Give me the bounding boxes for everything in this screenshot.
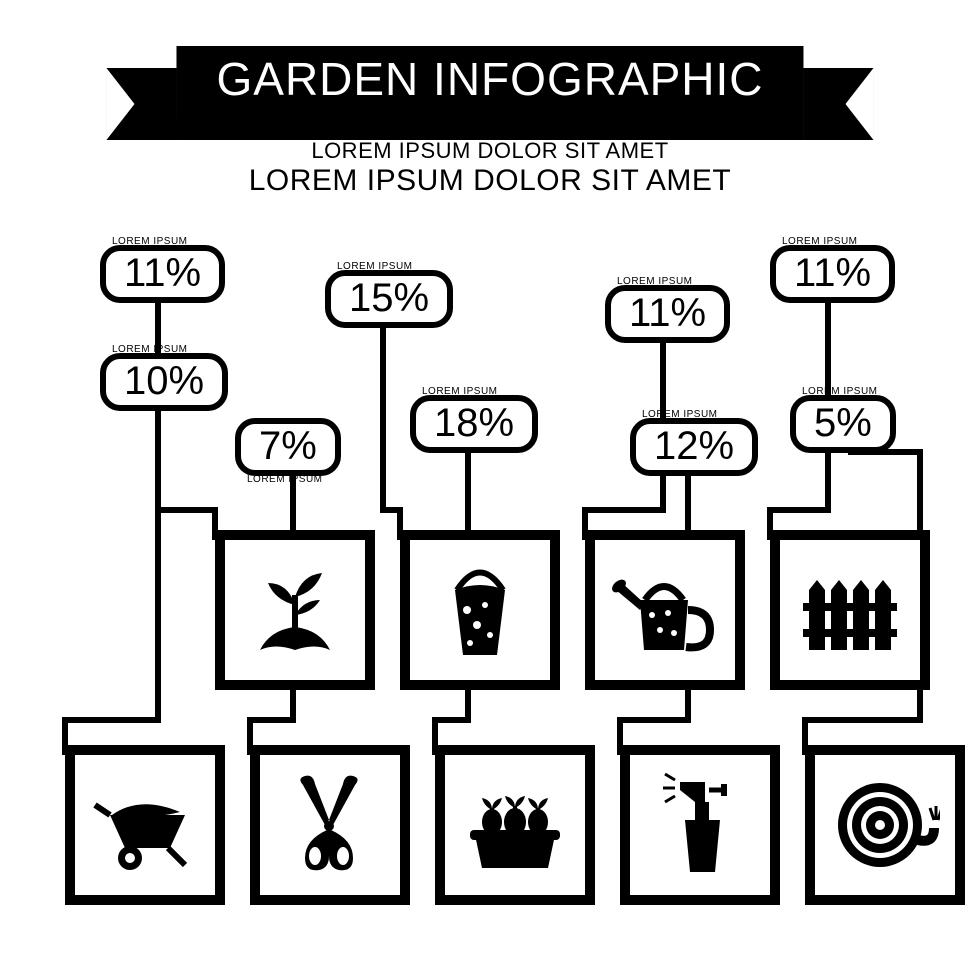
stat-badge-caption: LOREM IPSUM bbox=[782, 236, 858, 247]
stat-badge-value: 12% bbox=[654, 426, 734, 466]
stat-badge-caption: LOREM IPSUM bbox=[247, 474, 323, 485]
stat-badge-b10: LOREM IPSUM10% bbox=[100, 353, 228, 411]
icon-card-shears bbox=[250, 745, 410, 905]
stat-badge-b7: LOREM IPSUM7% bbox=[235, 418, 341, 476]
stat-badge-b11a: LOREM IPSUM11% bbox=[100, 245, 225, 303]
subtitle-line2: LOREM IPSUM DOLOR SIT AMET bbox=[0, 164, 980, 198]
icon-card-wateringcan bbox=[585, 530, 745, 690]
stat-badge-caption: LOREM IPSUM bbox=[422, 386, 498, 397]
stat-badge-value: 11% bbox=[124, 253, 201, 293]
sprayer-icon bbox=[645, 770, 755, 880]
connector-line bbox=[65, 410, 158, 755]
icon-card-wheelbarrow bbox=[65, 745, 225, 905]
stat-badge-caption: LOREM IPSUM bbox=[112, 236, 188, 247]
icon-card-sprayer bbox=[620, 745, 780, 905]
stat-badge-value: 18% bbox=[434, 403, 514, 443]
stat-badge-caption: LOREM IPSUM bbox=[617, 276, 693, 287]
stat-badge-value: 11% bbox=[629, 293, 706, 333]
stat-badge-value: 15% bbox=[349, 278, 429, 318]
plant-icon bbox=[240, 555, 350, 665]
title-ribbon: GARDEN INFOGRAPHIC bbox=[106, 46, 873, 140]
subtitle: LOREM IPSUM DOLOR SIT AMET LOREM IPSUM D… bbox=[0, 138, 980, 198]
icon-card-hose bbox=[805, 745, 965, 905]
stat-badge-b5: LOREM IPSUM5% bbox=[790, 395, 896, 453]
fence-icon bbox=[795, 555, 905, 665]
stat-badge-value: 7% bbox=[259, 426, 317, 466]
icon-card-fence bbox=[770, 530, 930, 690]
stat-badge-caption: LOREM IPSUM bbox=[112, 344, 188, 355]
stat-badge-caption: LOREM IPSUM bbox=[802, 386, 878, 397]
stat-badge-value: 11% bbox=[794, 253, 871, 293]
subtitle-line1: LOREM IPSUM DOLOR SIT AMET bbox=[0, 138, 980, 164]
icon-card-plant bbox=[215, 530, 375, 690]
stat-badge-value: 5% bbox=[814, 403, 872, 443]
wateringcan-icon bbox=[610, 555, 720, 665]
hose-icon bbox=[830, 770, 940, 880]
icon-card-seedlings bbox=[435, 745, 595, 905]
title-text: GARDEN INFOGRAPHIC bbox=[176, 46, 803, 140]
stat-badge-value: 10% bbox=[124, 361, 204, 401]
infographic-stage: GARDEN INFOGRAPHIC LOREM IPSUM DOLOR SIT… bbox=[0, 0, 980, 980]
bucket-icon bbox=[425, 555, 535, 665]
wheelbarrow-icon bbox=[90, 770, 200, 880]
stat-badge-b11c: LOREM IPSUM11% bbox=[770, 245, 895, 303]
shears-icon bbox=[275, 770, 385, 880]
stat-badge-caption: LOREM IPSUM bbox=[337, 261, 413, 272]
seedlings-icon bbox=[460, 770, 570, 880]
stat-badge-b15: LOREM IPSUM15% bbox=[325, 270, 453, 328]
connector-line bbox=[158, 302, 215, 540]
stat-badge-caption: LOREM IPSUM bbox=[642, 409, 718, 420]
connector-line bbox=[383, 327, 400, 540]
stat-badge-b11b: LOREM IPSUM11% bbox=[605, 285, 730, 343]
icon-card-bucket bbox=[400, 530, 560, 690]
stat-badge-b18: LOREM IPSUM18% bbox=[410, 395, 538, 453]
stat-badge-b12: LOREM IPSUM12% bbox=[630, 418, 758, 476]
